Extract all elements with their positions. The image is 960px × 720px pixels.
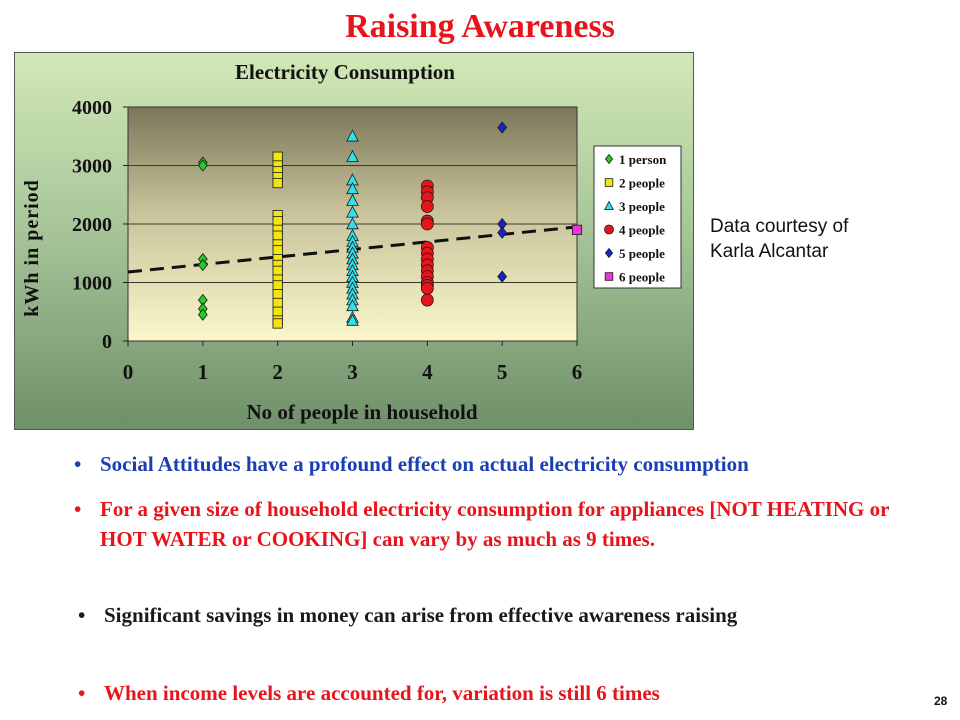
- chart-title: Electricity Consumption: [235, 60, 455, 84]
- legend-marker: [604, 178, 614, 187]
- data-point: [346, 149, 359, 162]
- legend-label: 4 people: [619, 223, 665, 238]
- bullet-text: When income levels are accounted for, va…: [104, 681, 660, 705]
- y-tick-label: 4000: [72, 97, 112, 119]
- data-point: [420, 200, 434, 213]
- data-point: [272, 306, 283, 317]
- y-tick-label: 3000: [72, 156, 112, 178]
- legend-label: 6 people: [619, 270, 665, 285]
- data-point: [197, 308, 208, 321]
- legend: 1 person 2 people 3 people 4 people 5 people…: [604, 152, 667, 285]
- bullet-item: • When income levels are accounted for, …: [78, 678, 884, 708]
- bullet-item: • Social Attitudes have a profound effec…: [74, 449, 940, 479]
- data-point: [420, 217, 434, 231]
- data-point: [571, 224, 583, 235]
- x-axis-label: No of people in household: [246, 400, 477, 424]
- bullet-dot: •: [74, 452, 82, 476]
- legend-box: [593, 145, 682, 289]
- legend-marker: [604, 200, 614, 211]
- bullet-dot: •: [74, 497, 82, 521]
- legend-marker: [604, 272, 614, 281]
- data-point: [346, 313, 359, 326]
- data-point: [346, 129, 359, 142]
- x-tick-label: 2: [272, 360, 283, 384]
- page-number: 28: [934, 694, 948, 708]
- y-axis-label: kWh in period: [21, 179, 43, 316]
- legend-marker: [604, 247, 614, 259]
- tick-labels: 0 1000 2000 3000 4000 0 1 2 3 4 5 6: [72, 97, 582, 384]
- data-point: [272, 215, 283, 227]
- data-point: [497, 121, 508, 134]
- data-point: [346, 182, 359, 195]
- x-tick-label: 4: [422, 360, 433, 384]
- data-point: [272, 289, 283, 300]
- bullet-item: • Significant savings in money can arise…: [78, 600, 844, 630]
- bullet-dot: •: [78, 603, 86, 627]
- legend-label: 1 person: [619, 152, 667, 167]
- bullet-dot: •: [78, 681, 86, 705]
- data-point: [272, 177, 283, 189]
- data-points: [197, 121, 583, 329]
- bullet-text: Significant savings in money can arise f…: [104, 603, 738, 627]
- data-point: [346, 193, 359, 206]
- x-tick-label: 5: [497, 360, 508, 384]
- bullet-text: For a given size of household electricit…: [100, 497, 890, 551]
- x-tick-label: 0: [123, 360, 134, 384]
- x-tick-label: 1: [198, 360, 209, 384]
- data-point: [346, 217, 359, 230]
- y-tick-label: 2000: [72, 214, 112, 236]
- data-point: [272, 265, 283, 276]
- slide-title: Raising Awareness: [345, 8, 615, 45]
- chart-svg: 0 1000 2000 3000 4000 0 1 2 3 4 5 6 Electricity Con…: [14, 52, 694, 430]
- courtesy-line-1: Data courtesy of: [710, 216, 849, 237]
- electricity-consumption-chart: 0 1000 2000 3000 4000 0 1 2 3 4 5 6 Electricity Con…: [14, 52, 694, 430]
- data-point: [272, 318, 283, 329]
- data-point: [497, 270, 508, 283]
- data-point: [497, 226, 508, 239]
- y-tick-label: 0: [102, 331, 112, 353]
- data-point: [420, 293, 434, 307]
- data-point: [197, 159, 208, 172]
- data-point: [272, 280, 283, 291]
- data-point: [346, 299, 359, 312]
- courtesy-line-2: Karla Alcantar: [710, 241, 829, 262]
- legend-label: 3 people: [619, 199, 665, 214]
- y-tick-label: 1000: [72, 273, 112, 295]
- data-point: [272, 230, 283, 241]
- data-point: [272, 151, 283, 162]
- data-point: [272, 297, 283, 309]
- x-tick-label: 6: [572, 360, 583, 384]
- bullet-text: Social Attitudes have a profound effect …: [100, 452, 749, 476]
- data-point: [197, 258, 208, 272]
- legend-label: 2 people: [619, 176, 665, 191]
- bullet-item: • For a given size of household electric…: [74, 494, 930, 554]
- data-point: [346, 205, 359, 218]
- legend-marker: [604, 224, 614, 235]
- data-courtesy-note: Data courtesy of Karla Alcantar: [710, 214, 910, 264]
- legend-marker: [604, 153, 614, 165]
- x-tick-label: 3: [347, 360, 358, 384]
- legend-label: 5 people: [619, 246, 665, 261]
- data-point: [420, 281, 434, 295]
- data-point: [272, 245, 283, 256]
